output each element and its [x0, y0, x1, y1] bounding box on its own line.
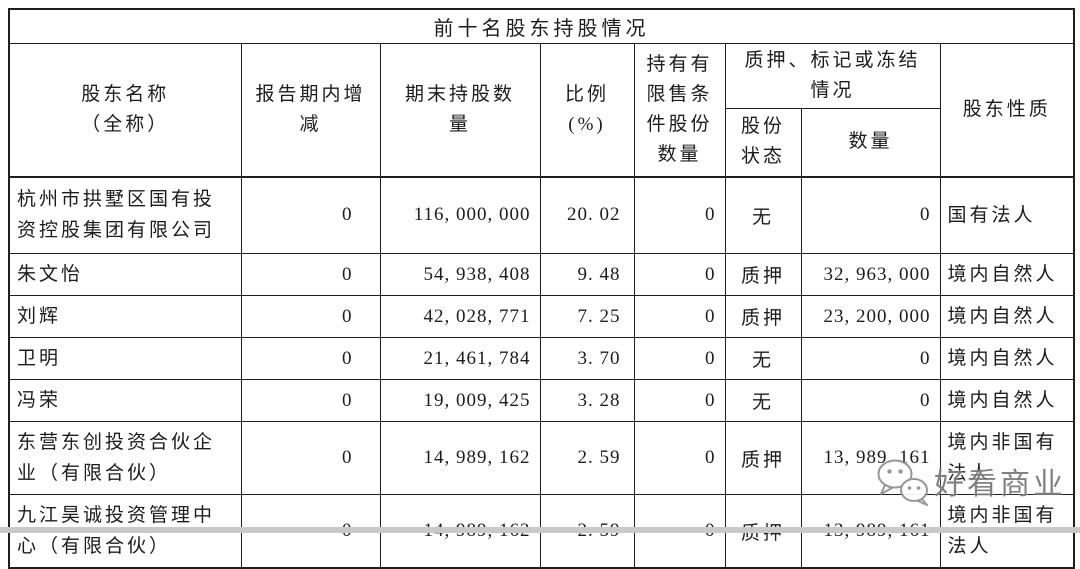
watermark-text: 好看商业 [934, 467, 1066, 501]
table-row: 朱文怡 0 54, 938, 408 9. 48 0 质押 32, 963, 0… [8, 253, 1075, 296]
cell-change: 0 [240, 253, 381, 296]
cell-ratio: 3. 70 [539, 337, 635, 380]
cell-shares-end: 116, 000, 000 [379, 175, 541, 254]
cell-shares-end: 21, 461, 784 [379, 337, 541, 380]
cell-restricted-shares: 0 [633, 295, 726, 338]
cell-shareholder-name: 杭州市拱墅区国有投 资控股集团有限公司 [8, 175, 242, 254]
bottom-strip [0, 527, 1080, 533]
cell-pledge-amount: 23, 200, 000 [800, 295, 941, 338]
cell-change: 0 [240, 337, 381, 380]
cell-ratio: 2. 59 [539, 421, 635, 495]
cell-shareholder-nature: 境内自然人 [939, 253, 1075, 296]
cell-pledge-amount: 0 [800, 175, 941, 254]
cell-restricted-shares: 0 [633, 253, 726, 296]
cell-pledge-status: 无 [724, 379, 802, 422]
cell-restricted-shares: 0 [633, 379, 726, 422]
cell-ratio: 7. 25 [539, 295, 635, 338]
cell-shareholder-name: 朱文怡 [8, 253, 242, 296]
cell-pledge-amount: 0 [800, 337, 941, 380]
cell-pledge-status: 无 [724, 337, 802, 380]
cell-change: 0 [240, 379, 381, 422]
top-shareholders-table: 前十名股东持股情况 股东名称 （全称） 报告期内增 减 期末持股数 量 比例 (… [8, 8, 1075, 569]
col-header-pledge-group: 质押、标记或冻结 情况 [724, 43, 941, 109]
cell-shareholder-name: 刘辉 [8, 295, 242, 338]
col-header-pledge-amount: 数量 [800, 108, 941, 177]
cell-pledge-amount: 0 [800, 379, 941, 422]
cell-restricted-shares: 0 [633, 337, 726, 380]
cell-change: 0 [240, 421, 381, 495]
header-row-1: 股东名称 （全称） 报告期内增 减 期末持股数 量 比例 (%) 持有有 限售条… [8, 43, 1075, 177]
table-title: 前十名股东持股情况 [8, 8, 1075, 44]
document-page: 前十名股东持股情况 股东名称 （全称） 报告期内增 减 期末持股数 量 比例 (… [0, 8, 1080, 569]
cell-shareholder-nature: 国有法人 [939, 175, 1075, 254]
cell-pledge-status: 质押 [724, 421, 802, 495]
table-row: 卫明 0 21, 461, 784 3. 70 0 无 0 境内自然人 [8, 337, 1075, 380]
cell-shareholder-nature: 境内非国有 法人 [939, 421, 1075, 495]
cell-shareholder-nature: 境内自然人 [939, 295, 1075, 338]
cell-shareholder-nature: 境内自然人 [939, 337, 1075, 380]
col-header-shareholder-name: 股东名称 （全称） [8, 43, 242, 177]
col-header-shareholder-nature: 股东性质 [939, 43, 1075, 177]
cell-ratio: 9. 48 [539, 253, 635, 296]
cell-shares-end: 54, 938, 408 [379, 253, 541, 296]
cell-pledge-amount: 32, 963, 000 [800, 253, 941, 296]
col-header-restricted-shares: 持有有 限售条 件股份 数量 [633, 43, 726, 177]
cell-pledge-status: 质押 [724, 295, 802, 338]
cell-shares-end: 42, 028, 771 [379, 295, 541, 338]
cell-shareholder-name: 东营东创投资合伙企 业（有限合伙） [8, 421, 242, 495]
cell-pledge-status: 无 [724, 175, 802, 254]
table-row: 冯荣 0 19, 009, 425 3. 28 0 无 0 境内自然人 [8, 379, 1075, 422]
cell-pledge-status: 质押 [724, 253, 802, 296]
cell-change: 0 [240, 175, 381, 254]
table-title-row: 前十名股东持股情况 [8, 8, 1075, 44]
cell-shareholder-name: 冯荣 [8, 379, 242, 422]
cell-restricted-shares: 0 [633, 175, 726, 254]
watermark: 好看商业 [872, 458, 1066, 511]
table-row: 刘辉 0 42, 028, 771 7. 25 0 质押 23, 200, 00… [8, 295, 1075, 338]
cell-ratio: 3. 28 [539, 379, 635, 422]
col-header-shares-end: 期末持股数 量 [379, 43, 541, 177]
cell-change: 0 [240, 295, 381, 338]
cell-ratio: 20. 02 [539, 175, 635, 254]
cell-shares-end: 14, 989, 162 [379, 421, 541, 495]
col-header-change: 报告期内增 减 [240, 43, 381, 177]
cell-shareholder-name: 卫明 [8, 337, 242, 380]
header-row-2: 股份 状态 数量 [9, 108, 1074, 177]
col-header-ratio: 比例 (%) [539, 43, 635, 177]
cell-restricted-shares: 0 [633, 421, 726, 495]
cell-shares-end: 19, 009, 425 [379, 379, 541, 422]
table-row: 杭州市拱墅区国有投 资控股集团有限公司 0 116, 000, 000 20. … [8, 175, 1075, 254]
wechat-icon [872, 458, 932, 511]
col-header-pledge-status: 股份 状态 [724, 108, 802, 177]
cell-shareholder-nature: 境内自然人 [939, 379, 1075, 422]
